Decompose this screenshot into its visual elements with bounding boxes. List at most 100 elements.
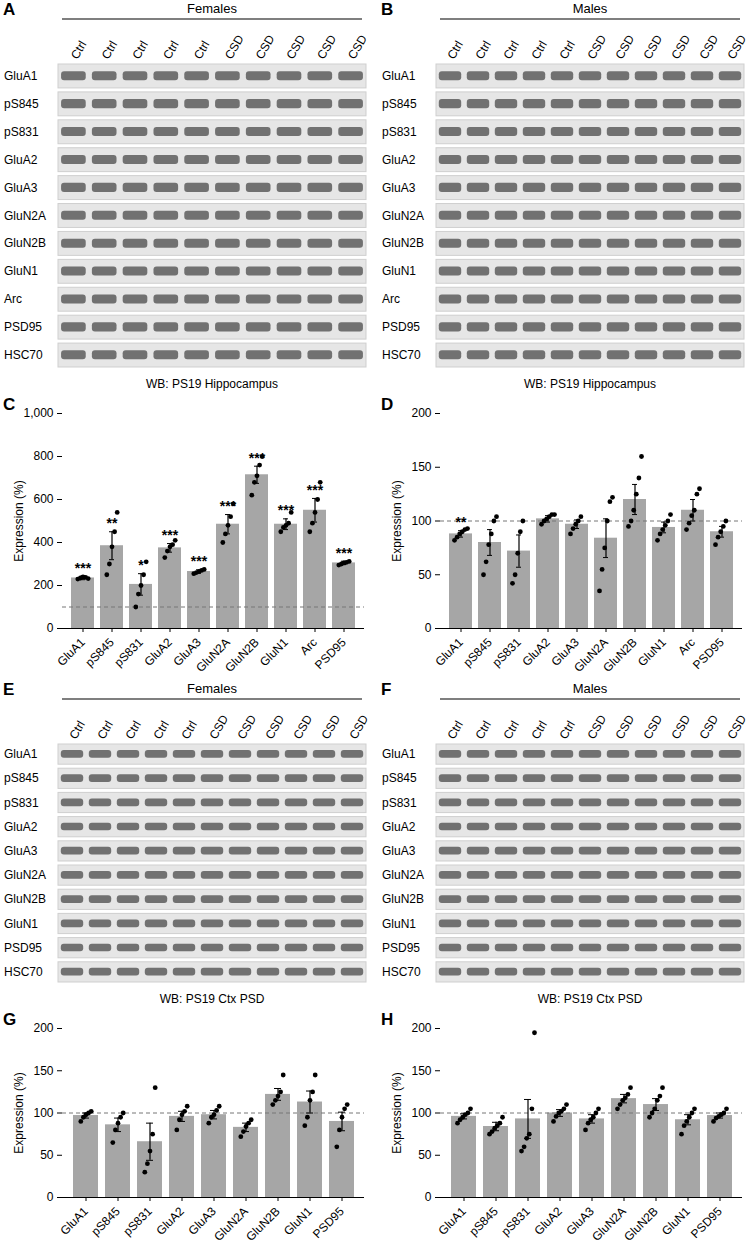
svg-text:100: 100: [33, 1106, 53, 1120]
svg-text:WB: PS19 Hippocampus: WB: PS19 Hippocampus: [524, 377, 656, 391]
svg-text:GluA3: GluA3: [382, 181, 416, 195]
svg-text:Ctrl: Ctrl: [500, 718, 521, 741]
svg-text:*: *: [138, 557, 144, 573]
svg-text:CSD: CSD: [253, 32, 278, 61]
svg-text:GluA2: GluA2: [519, 635, 553, 669]
svg-text:CSD: CSD: [696, 712, 721, 741]
svg-text:GluA1: GluA1: [54, 635, 88, 669]
svg-text:CSD: CSD: [314, 32, 339, 61]
svg-text:Ctrl: Ctrl: [528, 38, 549, 61]
svg-text:GluA2: GluA2: [531, 1204, 565, 1238]
svg-text:GluA1: GluA1: [4, 69, 38, 83]
svg-text:GluN2B: GluN2B: [222, 635, 262, 675]
svg-text:CSD: CSD: [345, 32, 370, 61]
svg-text:GluN2B: GluN2B: [600, 635, 640, 675]
svg-text:CSD: CSD: [724, 32, 749, 61]
svg-text:Ctrl: Ctrl: [122, 718, 143, 741]
svg-text:GluN1: GluN1: [659, 1204, 693, 1238]
svg-text:pS845: pS845: [460, 635, 495, 670]
svg-text:CSD: CSD: [668, 712, 693, 741]
svg-text:GluN2A: GluN2A: [589, 1204, 629, 1244]
svg-text:Ctrl: Ctrl: [94, 718, 115, 741]
svg-text:150: 150: [33, 1064, 53, 1078]
svg-text:GluN2B: GluN2B: [382, 236, 424, 250]
svg-text:***: ***: [191, 553, 208, 569]
svg-text:pS831: pS831: [489, 635, 524, 670]
svg-text:GluN2A: GluN2A: [211, 1204, 251, 1244]
svg-text:GluN2B: GluN2B: [4, 236, 46, 250]
svg-text:GluN2B: GluN2B: [243, 1204, 283, 1244]
svg-text:Arc: Arc: [297, 635, 320, 658]
svg-text:PSD95: PSD95: [4, 941, 42, 955]
svg-text:200: 200: [411, 1021, 431, 1035]
svg-text:CSD: CSD: [668, 32, 693, 61]
svg-text:Ctrl: Ctrl: [500, 38, 521, 61]
svg-text:pS845: pS845: [88, 1204, 123, 1239]
svg-text:WB: PS19 Ctx PSD: WB: PS19 Ctx PSD: [538, 992, 643, 1006]
svg-text:GluA1: GluA1: [382, 69, 416, 83]
svg-text:Expression (%): Expression (%): [390, 480, 404, 561]
svg-text:***: ***: [249, 450, 266, 466]
svg-text:CSD: CSD: [290, 712, 315, 741]
svg-text:CSD: CSD: [696, 32, 721, 61]
svg-text:pS831: pS831: [498, 1204, 533, 1239]
svg-text:Ctrl: Ctrl: [178, 718, 199, 741]
svg-text:Ctrl: Ctrl: [528, 718, 549, 741]
svg-text:GluA2: GluA2: [382, 820, 416, 834]
svg-text:Ctrl: Ctrl: [68, 38, 89, 61]
svg-text:GluN1: GluN1: [4, 917, 38, 931]
svg-text:50: 50: [418, 568, 432, 582]
svg-text:***: ***: [162, 527, 179, 543]
svg-text:200: 200: [411, 406, 431, 420]
svg-text:Ctrl: Ctrl: [472, 38, 493, 61]
svg-text:GluA3: GluA3: [4, 181, 38, 195]
svg-text:Ctrl: Ctrl: [150, 718, 171, 741]
svg-text:GluA2: GluA2: [4, 153, 38, 167]
svg-text:WB: PS19 Hippocampus: WB: PS19 Hippocampus: [146, 377, 278, 391]
svg-text:HSC70: HSC70: [382, 965, 421, 979]
svg-text:**: **: [456, 514, 467, 530]
svg-text:GluN2B: GluN2B: [621, 1204, 661, 1244]
svg-text:GluA2: GluA2: [382, 153, 416, 167]
svg-text:GluA3: GluA3: [4, 844, 38, 858]
svg-text:GluA2: GluA2: [4, 820, 38, 834]
svg-text:GluN2A: GluN2A: [4, 209, 46, 223]
svg-text:GluN2B: GluN2B: [382, 892, 424, 906]
svg-text:pS845: pS845: [382, 97, 417, 111]
svg-text:50: 50: [418, 1148, 432, 1162]
svg-text:GluN1: GluN1: [382, 917, 416, 931]
svg-text:CSD: CSD: [283, 32, 308, 61]
svg-text:***: ***: [336, 545, 353, 561]
svg-text:GluN1: GluN1: [281, 1204, 315, 1238]
svg-text:CSD: CSD: [346, 712, 371, 741]
svg-text:CSD: CSD: [612, 712, 637, 741]
svg-text:pS831: pS831: [4, 125, 39, 139]
svg-text:Ctrl: Ctrl: [66, 718, 87, 741]
svg-text:CSD: CSD: [262, 712, 287, 741]
svg-text:PSD95: PSD95: [312, 635, 349, 672]
svg-text:Ctrl: Ctrl: [444, 38, 465, 61]
svg-text:GluA1: GluA1: [57, 1204, 91, 1238]
svg-text:GluN1: GluN1: [257, 635, 291, 669]
svg-text:150: 150: [411, 460, 431, 474]
svg-text:CSD: CSD: [584, 712, 609, 741]
svg-text:WB: PS19 Ctx PSD: WB: PS19 Ctx PSD: [160, 992, 265, 1006]
svg-text:Expression (%): Expression (%): [12, 480, 26, 561]
svg-text:PSD95: PSD95: [4, 320, 42, 334]
svg-text:pS831: pS831: [382, 125, 417, 139]
svg-text:50: 50: [40, 1148, 54, 1162]
svg-text:100: 100: [411, 1106, 431, 1120]
svg-text:pS831: pS831: [120, 1204, 155, 1239]
svg-text:CSD: CSD: [584, 32, 609, 61]
svg-text:Expression (%): Expression (%): [12, 1072, 26, 1153]
svg-text:0: 0: [47, 621, 54, 635]
svg-text:Expression (%): Expression (%): [390, 1072, 404, 1153]
svg-text:PSD95: PSD95: [310, 1204, 347, 1241]
svg-text:Arc: Arc: [4, 292, 22, 306]
svg-text:Arc: Arc: [382, 292, 400, 306]
svg-text:***: ***: [278, 502, 295, 518]
svg-text:PSD95: PSD95: [382, 320, 420, 334]
svg-text:Arc: Arc: [675, 635, 698, 658]
svg-text:150: 150: [411, 1064, 431, 1078]
svg-text:GluA3: GluA3: [382, 844, 416, 858]
